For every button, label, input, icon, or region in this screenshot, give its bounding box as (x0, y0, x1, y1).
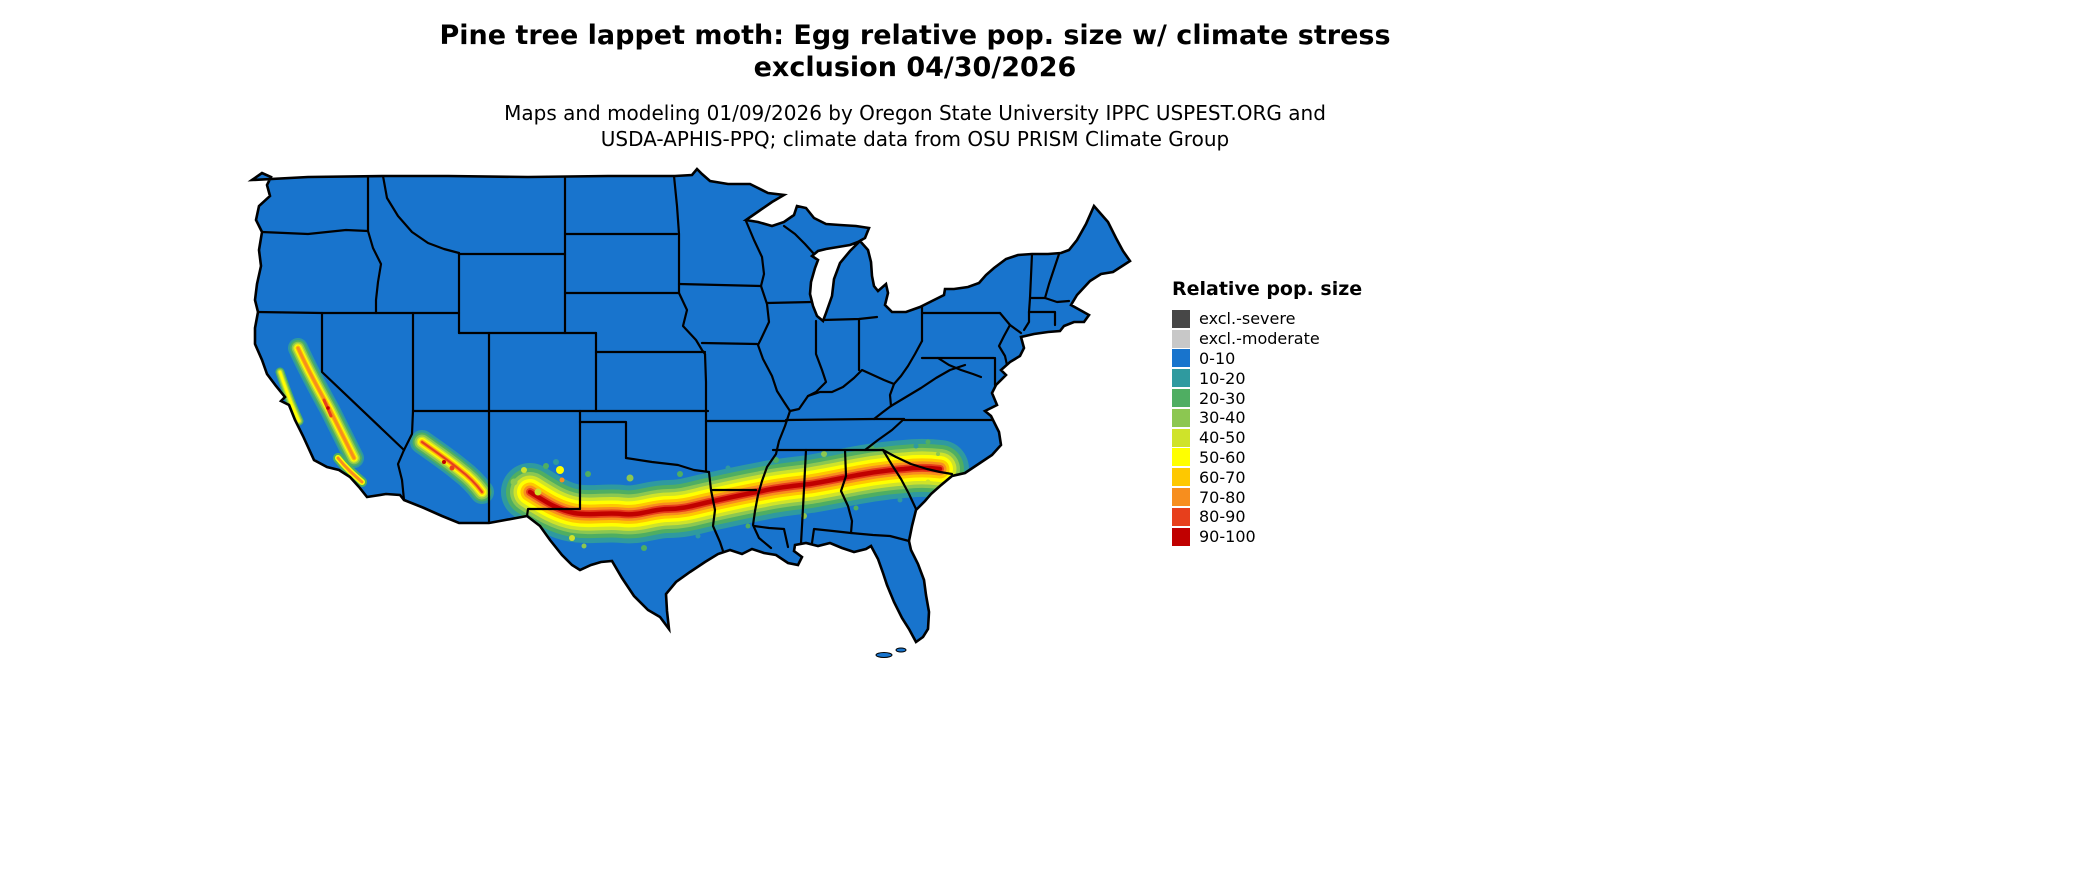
legend-item: 30-40 (1172, 408, 1362, 428)
legend-item-label: 30-40 (1199, 408, 1246, 428)
legend-swatch (1172, 448, 1190, 467)
legend-swatch (1172, 369, 1190, 388)
legend-title: Relative pop. size (1172, 278, 1363, 300)
subtitle-line1: Maps and modeling 01/09/2026 by Oregon S… (504, 101, 1326, 125)
legend: Relative pop. size excl.-severe excl.-mod… (1172, 278, 1362, 547)
legend-swatch (1172, 389, 1190, 408)
legend-item: 90-100 (1172, 527, 1362, 547)
legend-swatch (1172, 468, 1190, 487)
page-title-line1: Pine tree lappet moth: Egg relative pop.… (439, 20, 1391, 51)
figure-subtitle: Maps and modeling 01/09/2026 by Oregon S… (0, 100, 1830, 152)
legend-item: 70-80 (1172, 487, 1362, 507)
legend-item: 0-10 (1172, 349, 1362, 369)
page-title-line2: exclusion 04/30/2026 (753, 52, 1077, 83)
legend-swatch (1172, 428, 1190, 447)
legend-item: excl.-severe (1172, 309, 1362, 329)
legend-swatch (1172, 527, 1190, 546)
legend-swatch (1172, 488, 1190, 507)
legend-item-label: 50-60 (1199, 447, 1246, 467)
legend-swatch (1172, 408, 1190, 427)
florida-keys (875, 647, 907, 658)
legend-item: 40-50 (1172, 428, 1362, 448)
figure-header: Pine tree lappet moth: Egg relative pop.… (0, 20, 1830, 152)
legend-item-label: 0-10 (1199, 348, 1236, 368)
legend-item-label: 20-30 (1199, 388, 1246, 408)
legend-swatch (1172, 349, 1190, 368)
legend-item: 20-30 (1172, 388, 1362, 408)
state-borders (255, 174, 1071, 556)
legend-swatch (1172, 329, 1190, 348)
legend-item: 50-60 (1172, 448, 1362, 468)
legend-items: excl.-severe excl.-moderate 0-10 10-20 20-30… (1172, 309, 1362, 547)
subtitle-line2: USDA-APHIS-PPQ; climate data from OSU PR… (600, 127, 1230, 151)
legend-item-label: 10-20 (1199, 368, 1246, 388)
legend-swatch (1172, 507, 1190, 526)
legend-item-label: 80-90 (1199, 507, 1246, 527)
legend-swatch (1172, 309, 1190, 328)
legend-item: 10-20 (1172, 368, 1362, 388)
legend-item: 60-70 (1172, 467, 1362, 487)
legend-item-label: 90-100 (1199, 527, 1256, 547)
legend-item-label: 40-50 (1199, 428, 1246, 448)
legend-item: 80-90 (1172, 507, 1362, 527)
legend-item-label: 70-80 (1199, 487, 1246, 507)
legend-item: excl.-moderate (1172, 329, 1362, 349)
us-map-svg (250, 167, 1132, 658)
legend-item-label: 60-70 (1199, 467, 1246, 487)
legend-item-label: excl.-severe (1199, 309, 1296, 329)
legend-item-label: excl.-moderate (1199, 329, 1320, 349)
us-map (228, 164, 1140, 674)
